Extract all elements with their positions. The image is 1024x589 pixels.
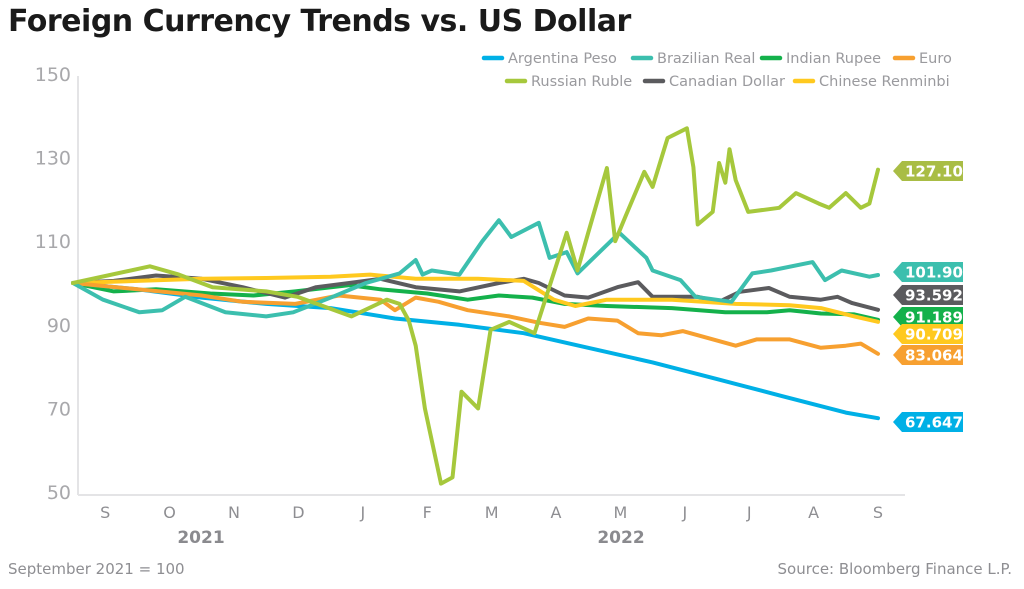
x-tick-label: M <box>613 503 627 522</box>
x-tick-label: F <box>423 503 432 522</box>
source-note: Source: Bloomberg Finance L.P. <box>778 560 1012 578</box>
x-tick-label: A <box>551 503 562 522</box>
y-tick-label: 70 <box>47 398 71 420</box>
x-tick-label: O <box>163 503 176 522</box>
end-value-tag <box>893 161 963 181</box>
y-tick-label: 110 <box>35 231 71 253</box>
y-tick-label: 130 <box>35 148 71 170</box>
end-value-label: 83.064 <box>905 347 963 365</box>
y-tick-label: 150 <box>35 64 71 86</box>
end-value-label: 127.107 <box>905 163 973 181</box>
series-line-chinese-renminbi <box>71 272 880 324</box>
legend-label: Russian Ruble <box>531 74 632 90</box>
end-value-tag <box>893 307 963 327</box>
end-value-tag <box>893 285 963 305</box>
x-tick-label: D <box>292 503 304 522</box>
chart-title: Foreign Currency Trends vs. US Dollar <box>8 4 631 39</box>
x-tick-label: M <box>485 503 499 522</box>
end-value-tag <box>893 262 963 282</box>
legend-label: Euro <box>919 51 952 67</box>
y-tick-label: 50 <box>47 482 71 504</box>
legend-label: Brazilian Real <box>657 51 755 67</box>
x-tick-label: S <box>873 503 883 522</box>
year-label: 2021 <box>177 528 224 548</box>
x-tick-label: S <box>100 503 110 522</box>
series-line-euro <box>71 281 880 356</box>
x-tick-label: A <box>808 503 819 522</box>
end-value-label: 67.647 <box>905 414 963 432</box>
series-line-brazilian-real <box>71 218 880 319</box>
end-value-label: 91.189 <box>905 309 963 327</box>
year-label: 2022 <box>597 528 644 548</box>
end-value-tag <box>893 412 963 432</box>
end-value-label: 93.592 <box>905 287 963 305</box>
x-tick-label: J <box>681 503 687 522</box>
end-value-tag <box>893 324 963 344</box>
x-tick-label: J <box>746 503 752 522</box>
series-line-indian-rupee <box>71 281 880 322</box>
legend-label: Argentina Peso <box>508 51 617 67</box>
x-tick-label: N <box>228 503 240 522</box>
legend-label: Chinese Renminbi <box>819 74 950 90</box>
baseline-note: September 2021 = 100 <box>8 560 185 578</box>
x-tick-label: J <box>359 503 365 522</box>
end-value-label: 101.904 <box>905 264 973 282</box>
end-value-tag <box>893 345 963 365</box>
legend-label: Indian Rupee <box>786 51 881 67</box>
y-tick-label: 90 <box>47 315 71 337</box>
end-value-label: 90.709 <box>905 326 963 344</box>
legend-label: Canadian Dollar <box>669 74 785 90</box>
series-line-russian-ruble <box>71 126 880 486</box>
